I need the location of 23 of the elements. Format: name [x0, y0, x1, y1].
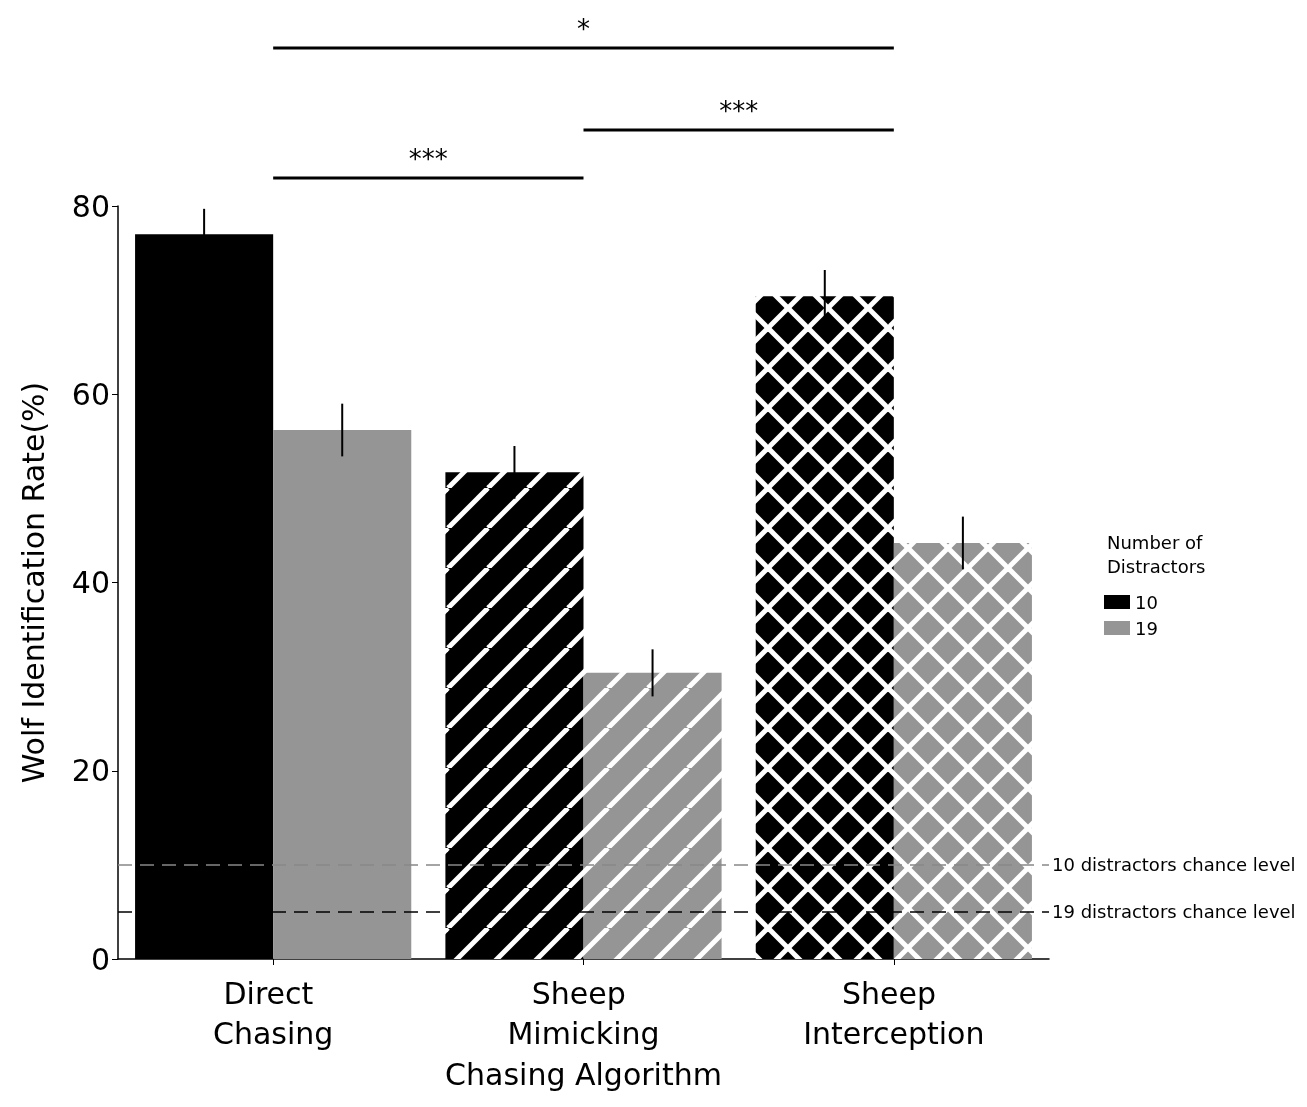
ref-line-label: 19 distractors chance level	[1052, 901, 1296, 923]
y-tick-label: 0	[90, 941, 110, 977]
bar	[445, 472, 584, 959]
bar	[583, 672, 722, 959]
x-tick-label: Sheep Interception	[803, 975, 985, 1051]
text: ***	[408, 144, 448, 174]
y-tick-label: 20	[71, 753, 110, 789]
y-tick-label: 40	[71, 565, 110, 600]
x-tick-label: Sheep Mimicking	[507, 975, 660, 1051]
text: ***	[719, 96, 759, 126]
x-tick-label: Direct Chasing	[212, 975, 334, 1051]
bar	[273, 430, 412, 959]
legend-title: Number of Distractors	[1107, 531, 1209, 577]
bar	[893, 542, 1032, 959]
ref-line-label: 10 distractors chance level	[1052, 854, 1296, 876]
y-tick-label: 80	[71, 188, 110, 224]
legend-label: 10	[1135, 591, 1158, 613]
text: *	[577, 14, 590, 44]
y-axis-title: Wolf Identification Rate(%)	[15, 381, 51, 784]
legend-label: 19	[1135, 617, 1158, 639]
x-axis-title: Chasing Algorithm	[445, 1056, 722, 1092]
y-tick-label: 60	[71, 376, 110, 412]
bar	[755, 296, 894, 959]
